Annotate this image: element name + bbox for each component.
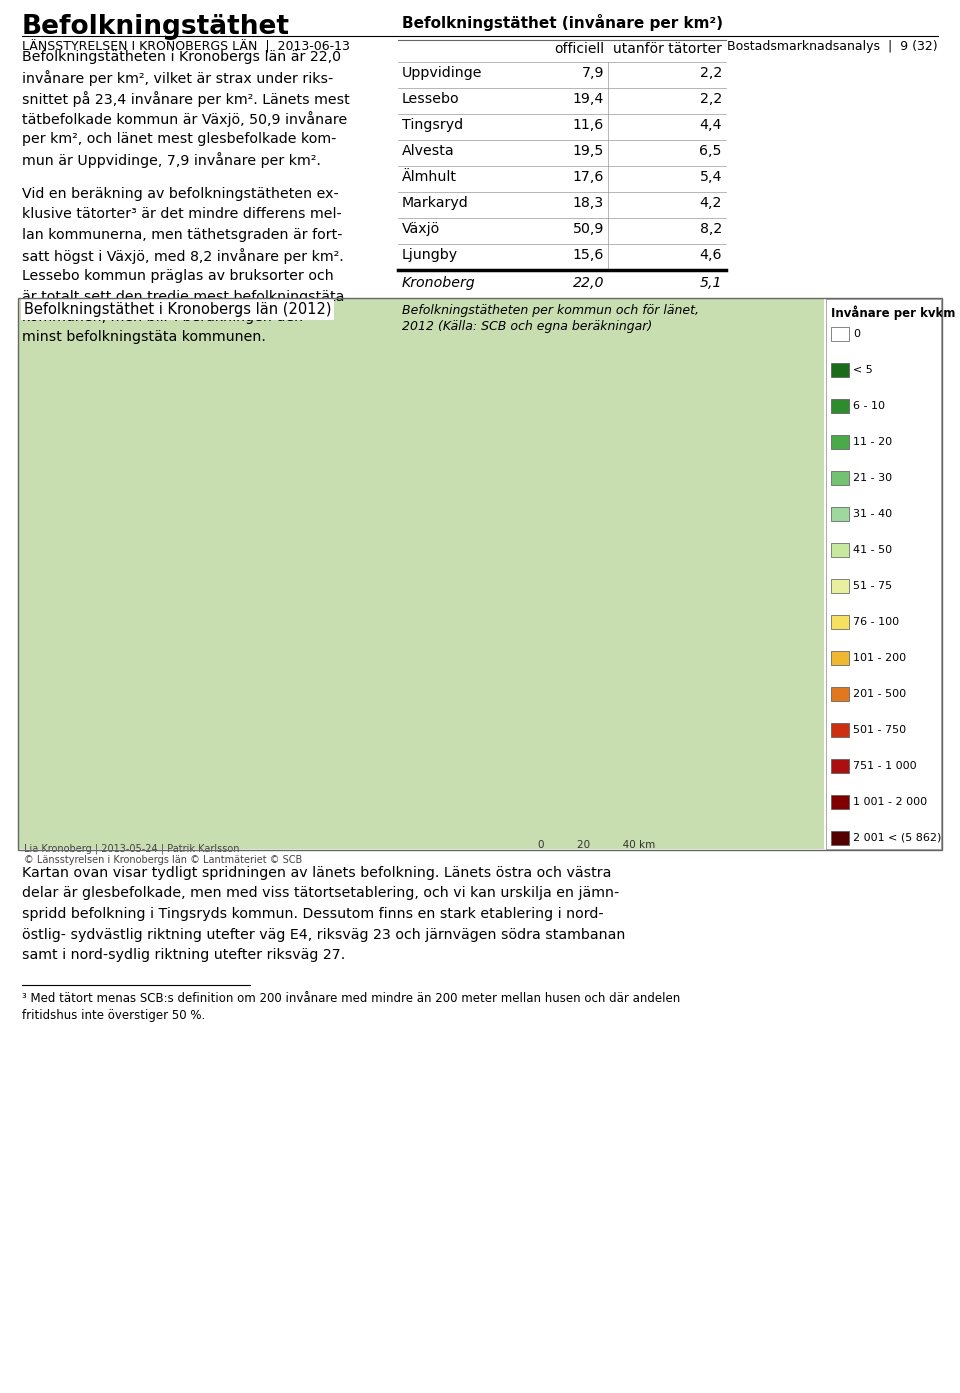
Text: 2,2: 2,2 bbox=[700, 65, 722, 79]
Bar bbox=[831, 364, 849, 378]
Text: 5,1: 5,1 bbox=[700, 276, 722, 290]
Bar bbox=[18, 298, 942, 850]
Text: utanför tätorter: utanför tätorter bbox=[613, 42, 722, 56]
Text: 22,0: 22,0 bbox=[572, 276, 604, 290]
Text: 4,2: 4,2 bbox=[700, 196, 722, 210]
Text: Befolkningstätheten i Kronobergs län är 22,0: Befolkningstätheten i Kronobergs län är … bbox=[22, 50, 341, 64]
Text: 7,9: 7,9 bbox=[582, 65, 604, 79]
Text: invånare per km², vilket är strax under riks-: invånare per km², vilket är strax under … bbox=[22, 71, 333, 86]
Text: 31 - 40: 31 - 40 bbox=[853, 508, 892, 520]
Text: Kartan ovan visar tydligt spridningen av länets befolkning. Länets östra och väs: Kartan ovan visar tydligt spridningen av… bbox=[22, 866, 612, 880]
Bar bbox=[831, 723, 849, 737]
Bar bbox=[831, 327, 849, 341]
Bar bbox=[826, 299, 941, 848]
Text: © Länsstyrelsen i Kronobergs län © Lantmäteriet © SCB: © Länsstyrelsen i Kronobergs län © Lantm… bbox=[24, 855, 302, 865]
Text: officiell: officiell bbox=[554, 42, 604, 56]
Text: 15,6: 15,6 bbox=[572, 248, 604, 262]
Text: 4,6: 4,6 bbox=[700, 248, 722, 262]
Text: 41 - 50: 41 - 50 bbox=[853, 545, 892, 554]
Text: klusive tätorter³ är det mindre differens mel-: klusive tätorter³ är det mindre differen… bbox=[22, 208, 342, 221]
Text: minst befolkningstäta kommunen.: minst befolkningstäta kommunen. bbox=[22, 330, 266, 344]
Bar bbox=[831, 651, 849, 664]
Text: 501 - 750: 501 - 750 bbox=[853, 724, 906, 736]
Text: mun är Uppvidinge, 7,9 invånare per km².: mun är Uppvidinge, 7,9 invånare per km². bbox=[22, 152, 321, 169]
Text: samt i nord-sydlig riktning utefter riksväg 27.: samt i nord-sydlig riktning utefter riks… bbox=[22, 949, 346, 963]
Text: LÄNSSTYRELSEN I KRONOBERGS LÄN  |  2013-06-13: LÄNSSTYRELSEN I KRONOBERGS LÄN | 2013-06… bbox=[22, 40, 349, 53]
Text: 19,5: 19,5 bbox=[572, 143, 604, 157]
Text: 2012 (Källa: SCB och egna beräkningar): 2012 (Källa: SCB och egna beräkningar) bbox=[402, 320, 652, 333]
Text: kommunen, men blir i beräkningen den: kommunen, men blir i beräkningen den bbox=[22, 311, 303, 325]
Text: Kronoberg: Kronoberg bbox=[402, 276, 476, 290]
Text: 101 - 200: 101 - 200 bbox=[853, 653, 906, 663]
Text: Markaryd: Markaryd bbox=[402, 196, 468, 210]
Text: 5,4: 5,4 bbox=[700, 170, 722, 184]
Bar bbox=[831, 471, 849, 485]
Text: 21 - 30: 21 - 30 bbox=[853, 474, 892, 483]
Text: Uppvidinge: Uppvidinge bbox=[402, 65, 483, 79]
Bar bbox=[831, 435, 849, 449]
Text: östlig- sydvästlig riktning utefter väg E4, riksväg 23 och järnvägen södra stamb: östlig- sydvästlig riktning utefter väg … bbox=[22, 928, 625, 942]
Bar bbox=[831, 795, 849, 809]
Text: ³ Med tätort menas SCB:s definition om 200 invånare med mindre än 200 meter mell: ³ Med tätort menas SCB:s definition om 2… bbox=[22, 992, 681, 1006]
Text: 50,9: 50,9 bbox=[572, 221, 604, 235]
Text: Ljungby: Ljungby bbox=[402, 248, 458, 262]
Text: per km², och länet mest glesbefolkade kom-: per km², och länet mest glesbefolkade ko… bbox=[22, 132, 336, 146]
Text: 51 - 75: 51 - 75 bbox=[853, 581, 892, 591]
Text: satt högst i Växjö, med 8,2 invånare per km².: satt högst i Växjö, med 8,2 invånare per… bbox=[22, 248, 344, 265]
Text: fritidshus inte överstiger 50 %.: fritidshus inte överstiger 50 %. bbox=[22, 1009, 205, 1021]
Text: < 5: < 5 bbox=[853, 365, 873, 375]
Bar bbox=[831, 507, 849, 521]
Text: snittet på 23,4 invånare per km². Länets mest: snittet på 23,4 invånare per km². Länets… bbox=[22, 91, 349, 107]
Text: Befolkningstätheten per kommun och för länet,: Befolkningstätheten per kommun och för l… bbox=[402, 304, 699, 318]
Text: delar är glesbefolkade, men med viss tätortsetablering, och vi kan urskilja en j: delar är glesbefolkade, men med viss tät… bbox=[22, 886, 619, 900]
Text: 0          20          40 km: 0 20 40 km bbox=[538, 840, 656, 850]
Text: Växjö: Växjö bbox=[402, 221, 441, 235]
Text: Befolkningstäthet i Kronobergs län (2012): Befolkningstäthet i Kronobergs län (2012… bbox=[24, 302, 331, 318]
Text: 76 - 100: 76 - 100 bbox=[853, 617, 900, 627]
Text: 2 001 < (5 862): 2 001 < (5 862) bbox=[853, 833, 942, 843]
Text: Älmhult: Älmhult bbox=[402, 170, 457, 184]
Text: är totalt sett den tredje mest befolkningstäta: är totalt sett den tredje mest befolknin… bbox=[22, 290, 345, 304]
Bar bbox=[831, 687, 849, 701]
Bar bbox=[831, 614, 849, 630]
Text: 2,2: 2,2 bbox=[700, 92, 722, 106]
Text: 751 - 1 000: 751 - 1 000 bbox=[853, 761, 917, 770]
Text: tätbefolkade kommun är Växjö, 50,9 invånare: tätbefolkade kommun är Växjö, 50,9 invån… bbox=[22, 111, 348, 127]
Text: Tingsryd: Tingsryd bbox=[402, 118, 463, 132]
Text: 6 - 10: 6 - 10 bbox=[853, 401, 885, 411]
Text: 1 001 - 2 000: 1 001 - 2 000 bbox=[853, 797, 927, 807]
Text: 8,2: 8,2 bbox=[700, 221, 722, 235]
Bar bbox=[831, 579, 849, 593]
Bar bbox=[831, 759, 849, 773]
Bar bbox=[831, 398, 849, 412]
Bar bbox=[831, 543, 849, 557]
Text: spridd befolkning i Tingsryds kommun. Dessutom finns en stark etablering i nord-: spridd befolkning i Tingsryds kommun. De… bbox=[22, 907, 604, 921]
Text: 17,6: 17,6 bbox=[572, 170, 604, 184]
Text: 19,4: 19,4 bbox=[572, 92, 604, 106]
Text: Lia Kronoberg | 2013-05-24 | Patrik Karlsson: Lia Kronoberg | 2013-05-24 | Patrik Karl… bbox=[24, 844, 239, 854]
Text: 11 - 20: 11 - 20 bbox=[853, 437, 892, 447]
Text: 11,6: 11,6 bbox=[573, 118, 604, 132]
Text: 0: 0 bbox=[853, 329, 860, 338]
Text: Alvesta: Alvesta bbox=[402, 143, 455, 157]
Text: 6,5: 6,5 bbox=[700, 143, 722, 157]
Text: Befolkningstäthet (invånare per km²): Befolkningstäthet (invånare per km²) bbox=[401, 14, 723, 31]
Bar bbox=[831, 832, 849, 846]
Bar bbox=[19, 299, 824, 848]
Text: Befolkningstäthet: Befolkningstäthet bbox=[22, 14, 290, 40]
Text: lan kommunerna, men täthetsgraden är fort-: lan kommunerna, men täthetsgraden är for… bbox=[22, 228, 343, 242]
Text: Invånare per kvkm: Invånare per kvkm bbox=[831, 305, 955, 319]
Text: 4,4: 4,4 bbox=[700, 118, 722, 132]
Text: Lessebo: Lessebo bbox=[402, 92, 460, 106]
Text: Lessebo kommun präglas av bruksorter och: Lessebo kommun präglas av bruksorter och bbox=[22, 269, 334, 283]
Text: Bostadsmarknadsanalys  |  9 (32): Bostadsmarknadsanalys | 9 (32) bbox=[728, 40, 938, 53]
Text: 18,3: 18,3 bbox=[573, 196, 604, 210]
Text: Vid en beräkning av befolkningstätheten ex-: Vid en beräkning av befolkningstätheten … bbox=[22, 187, 339, 201]
Text: 201 - 500: 201 - 500 bbox=[853, 690, 906, 699]
